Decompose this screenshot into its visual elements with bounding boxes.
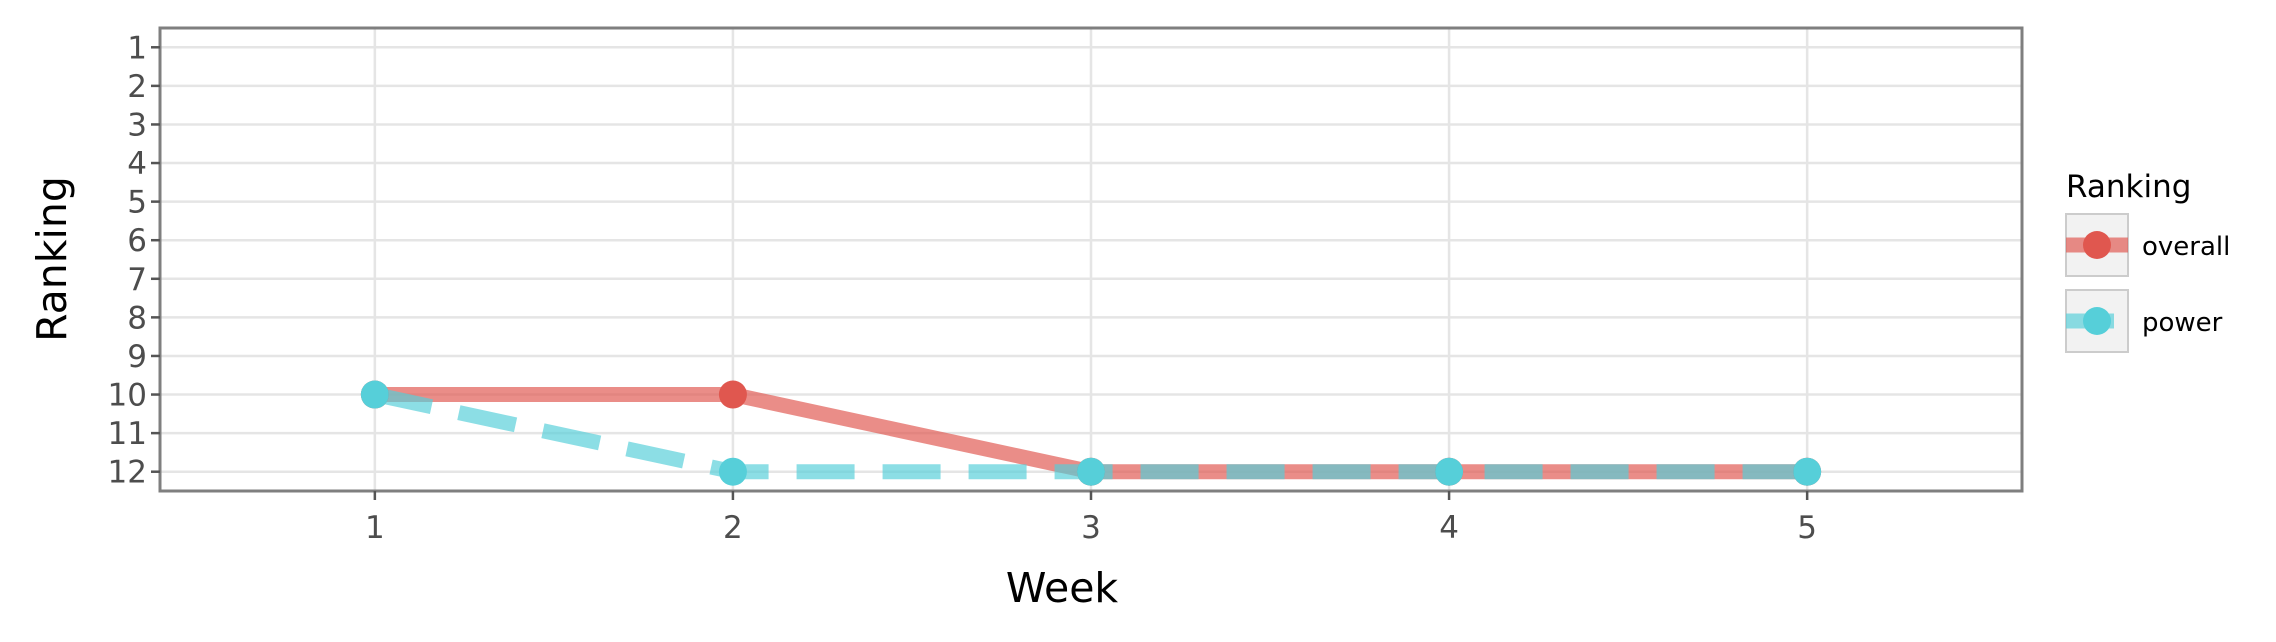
point-power-week-3 [1077, 457, 1105, 486]
x-tick-label-1: 1 [365, 510, 385, 546]
legend-label-power: power [2142, 308, 2223, 338]
y-tick-label-8: 8 [127, 300, 147, 336]
y-tick-label-2: 2 [127, 69, 147, 105]
legend-item-power: power [2065, 289, 2223, 353]
x-axis-title: Week [1006, 564, 1119, 612]
point-power-week-5 [1793, 457, 1822, 486]
x-tick-label-5: 5 [1797, 510, 1817, 546]
y-tick-label-7: 7 [127, 262, 147, 298]
legend-marker-power [2083, 307, 2111, 335]
legend-item-overall: overall [2065, 213, 2230, 277]
grid-lines [160, 28, 2022, 491]
y-tick-label-10: 10 [108, 378, 147, 414]
y-tick-label-1: 1 [127, 30, 147, 66]
y-tick-label-11: 11 [108, 416, 147, 452]
y-tick-label-6: 6 [127, 223, 147, 259]
y-tick-label-3: 3 [127, 107, 147, 143]
point-power-week-2 [718, 457, 747, 486]
y-axis-title: Ranking [28, 176, 76, 342]
x-tick-label-4: 4 [1439, 510, 1459, 546]
y-tick-label-9: 9 [127, 339, 147, 375]
y-tick-label-5: 5 [127, 185, 147, 221]
point-overall-week-2 [718, 380, 747, 409]
series-points [360, 380, 1822, 486]
x-tick-label-3: 3 [1081, 510, 1101, 546]
point-power-week-1 [360, 380, 389, 409]
legend-marker-overall [2083, 231, 2111, 259]
legend: Ranking overall power [2065, 169, 2230, 353]
point-power-week-4 [1435, 457, 1464, 486]
y-tick-label-4: 4 [127, 146, 147, 182]
y-tick-label-12: 12 [108, 455, 147, 491]
x-axis: 1 2 3 4 5 [365, 491, 1817, 546]
legend-title: Ranking [2066, 169, 2191, 205]
x-tick-label-2: 2 [723, 510, 743, 546]
legend-label-overall: overall [2142, 232, 2230, 262]
